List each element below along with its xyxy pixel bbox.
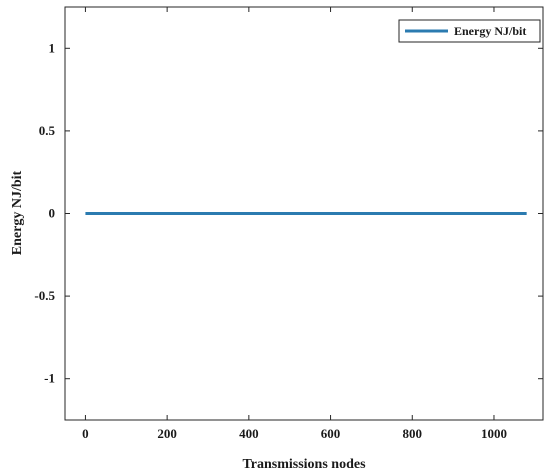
legend-box <box>398 19 541 43</box>
x-axis-title: Transmissions nodes <box>242 457 366 472</box>
y-tick-label: -0.5 <box>34 288 55 303</box>
x-tick-label: 400 <box>239 426 259 441</box>
x-tick-label: 200 <box>157 426 177 441</box>
y-tick-label: 1 <box>49 40 56 55</box>
x-tick-label: 0 <box>82 426 89 441</box>
y-axis-ticks: 1 0.5 0 -0.5 -1 <box>34 40 543 386</box>
y-axis-title: Energy NJ/bit <box>10 170 25 255</box>
x-axis-ticks: 0 200 400 600 800 1000 <box>82 7 507 441</box>
legend-label-energy: Energy NJ/bit <box>454 24 526 38</box>
x-tick-label: 600 <box>321 426 341 441</box>
x-tick-label: 1000 <box>481 426 507 441</box>
legend: Energy NJ/bit <box>398 19 541 43</box>
x-tick-label: 800 <box>403 426 423 441</box>
y-tick-label: 0 <box>49 206 56 221</box>
y-tick-label: -1 <box>44 371 55 386</box>
y-tick-label: 0.5 <box>39 123 56 138</box>
